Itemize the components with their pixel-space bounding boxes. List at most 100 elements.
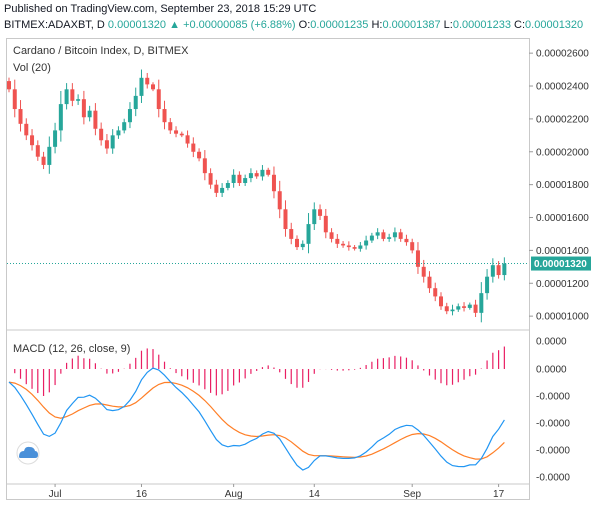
candle-body <box>220 187 225 193</box>
low-value: 0.00001233 <box>452 19 511 31</box>
candle-body <box>490 265 495 277</box>
candle-body <box>433 288 438 297</box>
candle-body <box>151 84 155 90</box>
candle-body <box>387 237 392 239</box>
symbol-label: BITMEX:ADAXBT, D <box>4 19 105 31</box>
high-label: H: <box>371 19 383 31</box>
candle-body <box>439 296 443 307</box>
candle-body <box>47 146 52 165</box>
x-tick-label: Jul <box>49 489 62 500</box>
candle-body <box>300 243 305 248</box>
candle-body <box>277 191 282 210</box>
candle-body <box>329 232 334 239</box>
candle-body <box>208 173 213 185</box>
candle-body <box>254 173 259 177</box>
candle-body <box>283 209 288 230</box>
candle-body <box>127 109 132 123</box>
candle-body <box>381 232 386 239</box>
open-value: 0.00001235 <box>310 19 369 31</box>
candle-body <box>427 276 432 289</box>
candle-body <box>168 122 173 131</box>
candle-body <box>93 110 98 129</box>
candle-body <box>185 135 190 144</box>
grid <box>7 329 529 485</box>
candle-body <box>58 104 63 131</box>
axes: 0.00001000 0.00001200 0.00001400 0.00001600… <box>16 49 591 500</box>
candle-body <box>18 109 23 124</box>
candle-body <box>266 169 271 175</box>
up-arrow-icon: ▲ <box>169 19 180 31</box>
close-value: 0.00001320 <box>525 19 584 31</box>
macd-signal-line <box>8 381 505 460</box>
candle-body <box>473 304 478 313</box>
candle-body <box>415 250 420 267</box>
candle-body <box>104 140 109 149</box>
candle-body <box>70 89 75 101</box>
candle-body <box>30 135 35 146</box>
candle-body <box>122 122 127 131</box>
x-tick-label: Aug <box>225 489 243 500</box>
candle-body <box>133 95 138 110</box>
x-tick-label: 14 <box>309 489 321 500</box>
chart-title: Cardano / Bitcoin Index, D, BITMEX <box>13 45 189 57</box>
macd-y-tick-label: -0.0000 <box>536 419 570 430</box>
y-tick-label: 0.00002200 <box>536 114 589 125</box>
candle-body <box>162 109 167 123</box>
x-tick-label: Sep <box>403 489 421 500</box>
candle-body <box>346 245 351 248</box>
candle-body <box>271 174 276 192</box>
candle-body <box>248 173 253 179</box>
macd-y-tick-label: -0.0000 <box>536 392 570 403</box>
macd-y-tick-label: -0.0000 <box>536 446 570 457</box>
candle-body <box>179 133 184 136</box>
candle-body <box>306 224 311 244</box>
tradingview-logo-icon <box>16 441 40 465</box>
candle-body <box>99 128 104 141</box>
macd-y-tick-label: -0.0000 <box>536 473 570 484</box>
close-label: C: <box>514 19 526 31</box>
candle-body <box>496 265 501 276</box>
open-label: O: <box>298 19 311 31</box>
candle-body <box>444 306 449 312</box>
candle-body <box>358 245 363 249</box>
candle-body <box>243 178 248 183</box>
y-tick-label: 0.00001000 <box>536 312 589 323</box>
candle-body <box>53 130 58 147</box>
y-tick-label: 0.00001600 <box>536 213 589 224</box>
candle-body <box>289 229 294 239</box>
candle-body <box>231 174 236 183</box>
candle-body <box>456 306 461 310</box>
low-label: L: <box>443 19 453 31</box>
candle-body <box>197 151 202 159</box>
candle-body <box>139 77 144 96</box>
candle-body <box>295 238 299 248</box>
candlestick-series <box>7 69 529 323</box>
chart-frame[interactable] <box>6 38 530 500</box>
y-tick-label: 0.00002000 <box>536 147 589 158</box>
candle-body <box>81 99 86 118</box>
candle-body <box>369 235 374 241</box>
candle-body <box>421 266 426 277</box>
candle-body <box>191 143 196 152</box>
candle-body <box>450 309 455 312</box>
candle-body <box>462 306 467 308</box>
x-tick-label: 17 <box>493 489 505 500</box>
candle-body <box>110 135 115 149</box>
candle-body <box>335 238 340 244</box>
last-price-badge-label: 0.00001320 <box>534 259 587 270</box>
candle-body <box>87 110 92 118</box>
candle-body <box>467 304 472 308</box>
candle-body <box>502 263 507 276</box>
candle-body <box>202 158 207 174</box>
candle-body <box>174 130 179 134</box>
candle-body <box>392 232 397 238</box>
high-value: 0.00001387 <box>382 19 441 31</box>
last-price-badge <box>531 256 591 271</box>
candle-body <box>318 209 323 216</box>
y-tick-label: 0.00001800 <box>536 180 589 191</box>
candle-body <box>64 89 69 105</box>
macd-y-tick-label: 0.0000 <box>536 337 567 348</box>
candle-body <box>41 156 46 165</box>
candle-body <box>12 89 17 110</box>
